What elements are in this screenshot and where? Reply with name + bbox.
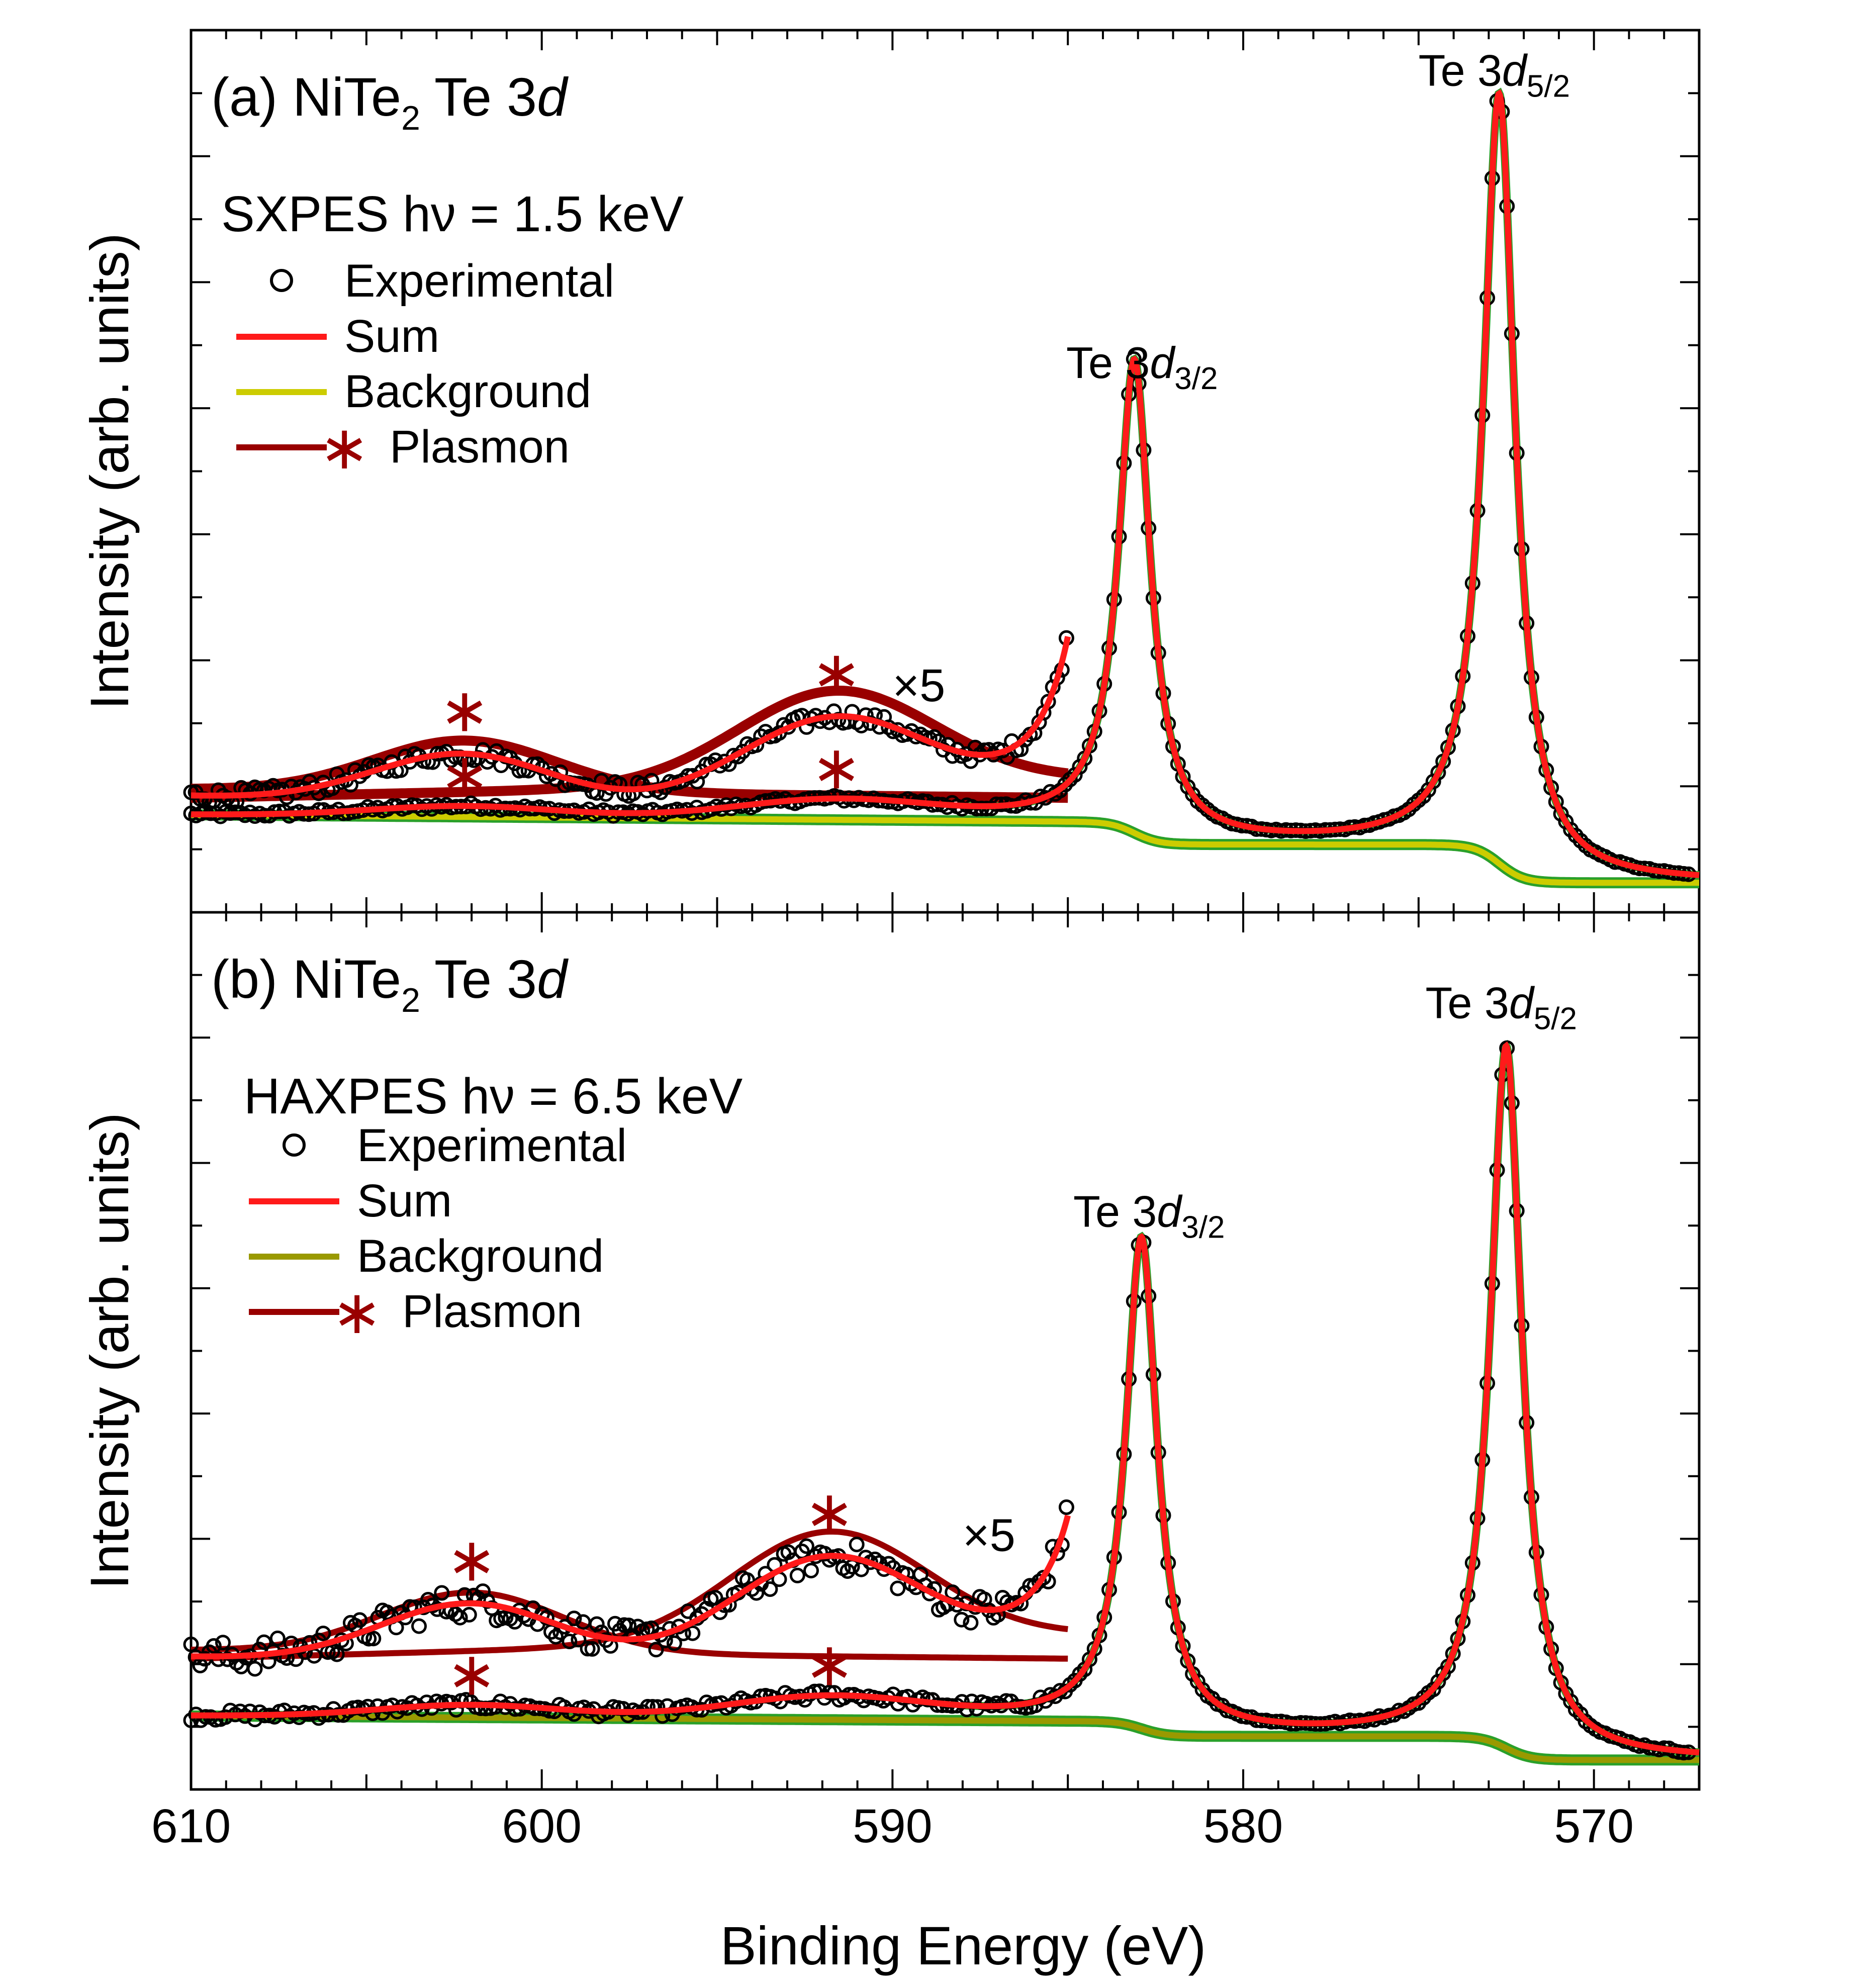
peak-label-3d32: Te 3d3/2 [1073, 1187, 1225, 1245]
legend-label-background: Background [357, 1230, 604, 1282]
x-tick-label: 600 [502, 1800, 582, 1853]
plasmon-marker-x5: ∗ [804, 1479, 855, 1546]
data-point [1401, 801, 1417, 817]
plasmon-marker: ∗ [804, 1631, 855, 1698]
legend-label-experimental: Experimental [344, 255, 614, 307]
data-point [589, 1616, 605, 1632]
legend-asterisk: ∗ [332, 1279, 383, 1346]
data-point [548, 1629, 564, 1645]
data-point [1416, 1690, 1432, 1706]
data-point [269, 1630, 286, 1646]
x-tick-label: 610 [151, 1800, 231, 1853]
data-point [1067, 767, 1083, 783]
data-point [562, 1634, 578, 1649]
data-point [473, 1700, 489, 1716]
data-point [1430, 1674, 1446, 1689]
data-point [315, 1626, 331, 1642]
panel-title: (b) NiTe2 Te 3d [211, 949, 569, 1019]
data-point [461, 1606, 477, 1623]
data-point [566, 1611, 582, 1627]
data-point [1563, 1693, 1579, 1710]
data-point [1072, 759, 1088, 775]
x-tick-label: 590 [853, 1800, 933, 1853]
legend-marker-experimental [270, 269, 293, 292]
x-tick-label: 570 [1554, 1800, 1634, 1853]
legend-label-plasmon: Plasmon [402, 1286, 582, 1337]
data-point [849, 1537, 865, 1553]
legend-asterisk: ∗ [319, 414, 370, 482]
data-point [584, 1641, 600, 1657]
legend-label-background: Background [344, 366, 591, 417]
data-point [352, 1612, 368, 1628]
background-curve [191, 812, 1699, 886]
plasmon-marker-x5: ∗ [439, 677, 490, 744]
data-point [1558, 814, 1574, 830]
data-point [963, 1615, 979, 1631]
data-point [707, 1590, 723, 1606]
plasmon-marker: ∗ [439, 741, 490, 809]
legend-label-experimental: Experimental [357, 1120, 627, 1171]
data-point [1420, 782, 1436, 798]
peak-label-3d52: Te 3d5/2 [1426, 978, 1578, 1036]
component-curve [962, 1039, 1700, 1757]
y-axis-title: Intensity (arb. units) [79, 233, 140, 709]
component-curve [962, 87, 1700, 879]
data-point [762, 1581, 778, 1597]
panel-b: (b) NiTe2 Te 3d HAXPES hν = 6.5 keVExperi… [79, 911, 1701, 1791]
data-point [1425, 1681, 1441, 1697]
plasmon-marker-x5: ∗ [446, 1527, 497, 1594]
peak-label-3d32: Te 3d3/2 [1066, 338, 1218, 396]
data-point [1072, 1666, 1088, 1682]
legend-label-sum: Sum [344, 311, 439, 362]
data-point [452, 1610, 468, 1626]
data-point [648, 1642, 664, 1658]
data-point [329, 1646, 345, 1662]
plasmon-marker-x5: ∗ [811, 639, 862, 707]
data-point [365, 1631, 382, 1647]
data-point [620, 1708, 636, 1723]
data-point [1062, 772, 1078, 788]
data-point [434, 1585, 450, 1601]
data-point [803, 1563, 819, 1579]
sum-curve-x5 [191, 636, 1071, 799]
data-point [666, 1635, 682, 1651]
panel-title: (a) NiTe2 Te 3d [211, 66, 569, 137]
x-tick-label: 580 [1203, 1800, 1283, 1853]
sum-curve [191, 1041, 1700, 1756]
peak-label-3d52: Te 3d5/2 [1419, 46, 1570, 104]
plasmon-marker: ∗ [446, 1641, 497, 1708]
measurement-condition: SXPES hν = 1.5 keV [221, 186, 684, 242]
sum-curve [191, 89, 1700, 878]
data-point [478, 1700, 494, 1717]
data-point [1189, 1673, 1205, 1689]
plasmon-curve [191, 686, 1069, 803]
data-point [798, 1538, 814, 1554]
data-point [247, 1661, 263, 1677]
y-axis-title: Intensity (arb. units) [79, 1112, 140, 1589]
data-point [1031, 1573, 1047, 1589]
x-axis: 610 600 590 580 570 [151, 1800, 1634, 1853]
legend-marker-experimental [283, 1133, 306, 1157]
data-point [411, 1618, 427, 1634]
data-point [685, 1625, 701, 1641]
data-point [206, 1638, 222, 1654]
panel-a: (a) NiTe2 Te 3d SXPES hν = 1.5 keV Experim… [79, 29, 1701, 914]
legend-label-sum: Sum [357, 1175, 452, 1226]
magnification-label: ×5 [892, 660, 945, 711]
data-point [1572, 833, 1589, 848]
data-point [1058, 1499, 1074, 1515]
legend-label-plasmon: Plasmon [390, 421, 570, 472]
x-axis-title: Binding Energy (eV) [720, 1915, 1207, 1976]
sum-curve-x5 [191, 1514, 1071, 1660]
measurement-condition: HAXPES hν = 6.5 keV [244, 1068, 743, 1124]
magnification-label: ×5 [963, 1509, 1015, 1561]
data-point [890, 1580, 906, 1596]
data-point [789, 1567, 805, 1583]
data-point [256, 1634, 272, 1650]
data-point [954, 1612, 970, 1628]
plasmon-marker: ∗ [811, 734, 862, 802]
data-point [215, 1635, 231, 1651]
background-curve [191, 1713, 1699, 1763]
